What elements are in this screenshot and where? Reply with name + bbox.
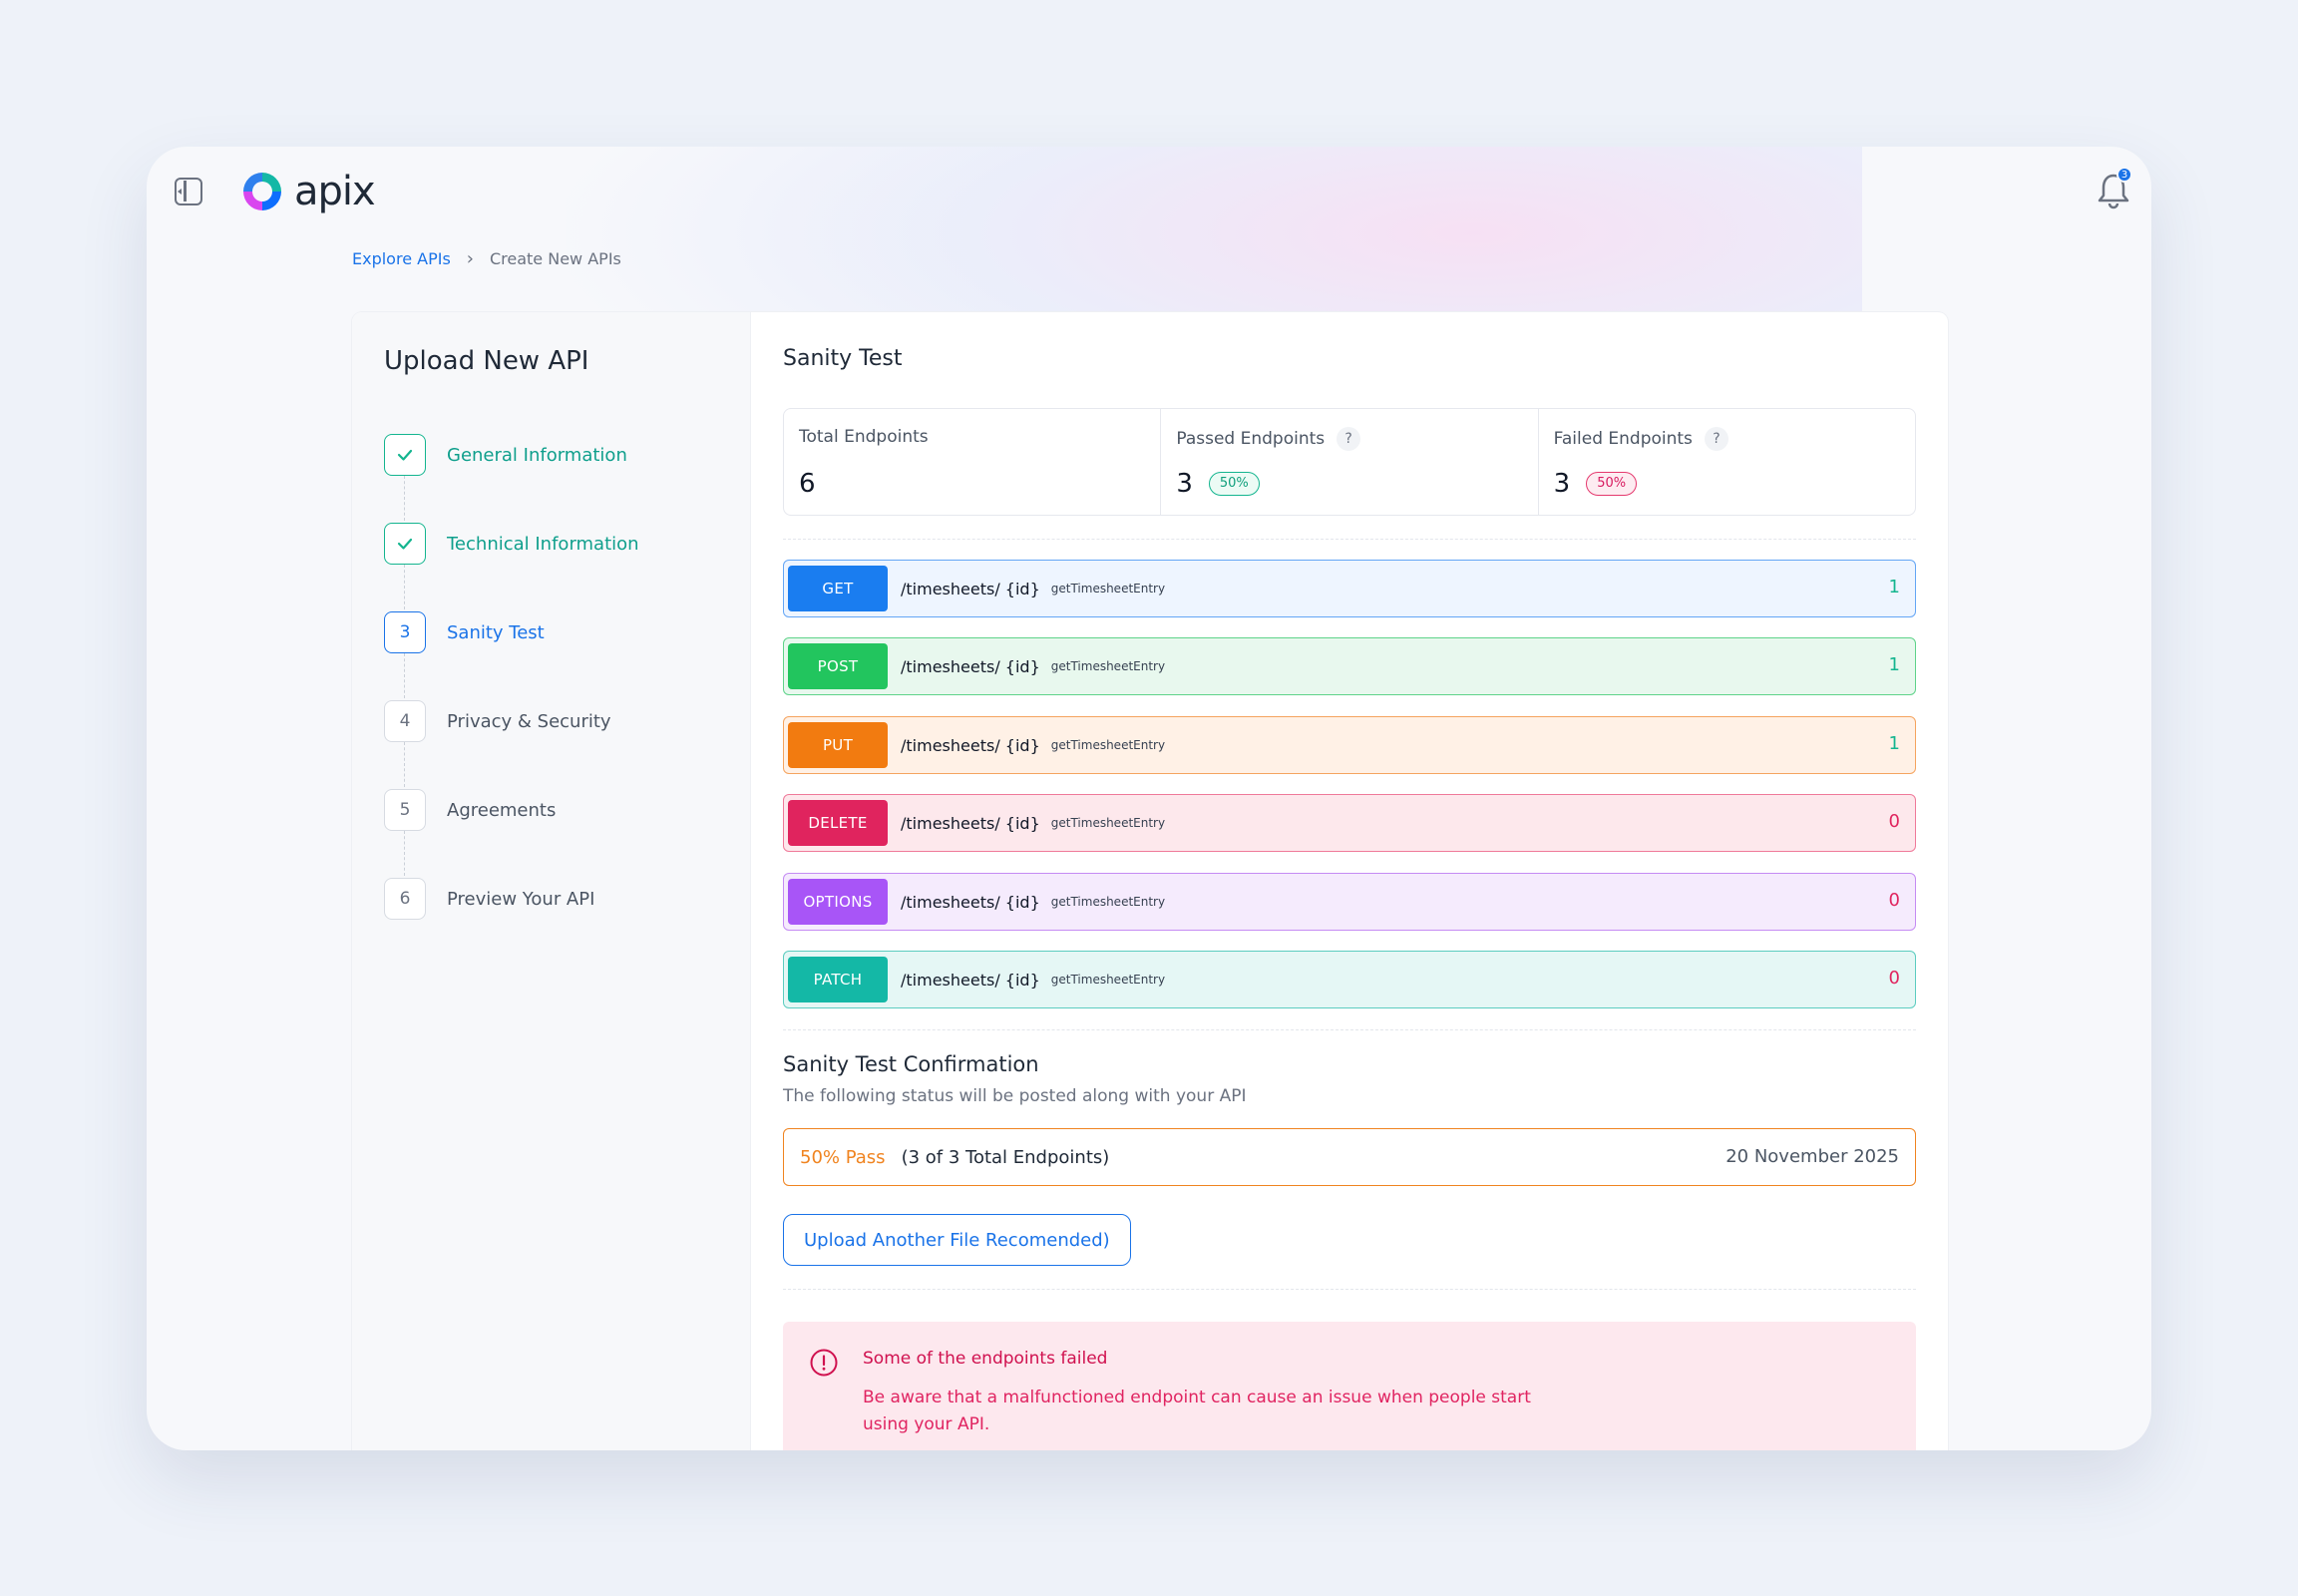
endpoint-row-get[interactable]: GET /timesheets/ {id} getTimesheetEntry … <box>783 560 1916 617</box>
stat-value: 6 <box>799 469 816 499</box>
method-badge: PUT <box>788 722 888 768</box>
wizard-card: Upload New API General Information <box>352 312 1948 1450</box>
breadcrumb-explore-apis[interactable]: Explore APIs <box>352 249 451 268</box>
status-date: 20 November 2025 <box>1725 1146 1899 1167</box>
step-number: 3 <box>384 611 426 653</box>
step-preview-your-api[interactable]: 6 Preview Your API <box>384 877 723 921</box>
stat-value: 3 <box>1553 469 1571 499</box>
endpoint-path: /timesheets/ {id} <box>901 735 1040 755</box>
alert-title: Some of the endpoints failed <box>863 1349 1108 1369</box>
step-label: Technical Information <box>447 533 639 555</box>
operation-id: getTimesheetEntry <box>1050 738 1166 752</box>
step-label: Preview Your API <box>447 888 595 910</box>
wizard-steps-panel: Upload New API General Information <box>352 312 751 1450</box>
alert-text: Be aware that a malfunctioned endpoint c… <box>863 1388 1531 1434</box>
method-badge: POST <box>788 643 888 689</box>
step-connector <box>404 653 405 698</box>
stat-label: Failed Endpoints <box>1553 429 1693 449</box>
endpoint-count: 0 <box>1888 968 1900 989</box>
stat-value: 3 <box>1176 469 1193 499</box>
operation-id: getTimesheetEntry <box>1050 582 1166 596</box>
step-general-information[interactable]: General Information <box>384 433 723 477</box>
logo-text: apix <box>294 169 376 214</box>
step-technical-information[interactable]: Technical Information <box>384 522 723 566</box>
breadcrumb-current: Create New APIs <box>489 249 621 268</box>
step-agreements[interactable]: 5 Agreements <box>384 788 723 832</box>
endpoint-path: /timesheets/ {id} <box>901 579 1040 598</box>
operation-id: getTimesheetEntry <box>1050 973 1166 987</box>
endpoint-row-put[interactable]: PUT /timesheets/ {id} getTimesheetEntry … <box>783 716 1916 774</box>
status-badge: 50% <box>1586 472 1638 496</box>
pass-detail: (3 of 3 Total Endpoints) <box>901 1146 1110 1168</box>
step-connector <box>404 476 405 521</box>
alert-circle-icon <box>810 1349 838 1377</box>
failure-alert: Some of the endpoints failed Be aware th… <box>783 1322 1916 1450</box>
divider <box>783 1029 1916 1030</box>
divider <box>783 539 1916 540</box>
stat-failed: Failed Endpoints ? 3 50% <box>1537 409 1915 515</box>
top-bar: apix 3 <box>147 147 2151 236</box>
step-connector <box>404 565 405 609</box>
chevron-right-icon: › <box>466 248 474 269</box>
endpoint-row-delete[interactable]: DELETE /timesheets/ {id} getTimesheetEnt… <box>783 794 1916 852</box>
method-badge: PATCH <box>788 957 888 1002</box>
method-badge: OPTIONS <box>788 879 888 925</box>
divider <box>783 1289 1916 1290</box>
endpoint-path: /timesheets/ {id} <box>901 970 1040 990</box>
notification-badge: 3 <box>2116 167 2132 183</box>
app-window: apix 3 Explore APIs › Create New APIs Up… <box>147 147 2151 1450</box>
stat-total: Total Endpoints 6 <box>784 409 1160 515</box>
logo[interactable]: apix <box>238 167 376 216</box>
confirmation-title: Sanity Test Confirmation <box>783 1052 1039 1076</box>
sidebar-toggle-icon[interactable] <box>175 178 202 205</box>
apix-logo-icon <box>243 173 281 210</box>
step-privacy-security[interactable]: 4 Privacy & Security <box>384 699 723 743</box>
operation-id: getTimesheetEntry <box>1050 816 1166 830</box>
endpoint-count: 0 <box>1888 811 1900 832</box>
endpoint-row-options[interactable]: OPTIONS /timesheets/ {id} getTimesheetEn… <box>783 873 1916 931</box>
endpoint-row-patch[interactable]: PATCH /timesheets/ {id} getTimesheetEntr… <box>783 951 1916 1008</box>
operation-id: getTimesheetEntry <box>1050 659 1166 673</box>
section-title: Sanity Test <box>783 346 903 371</box>
operation-id: getTimesheetEntry <box>1050 895 1166 909</box>
stat-label: Total Endpoints <box>799 427 929 447</box>
method-badge: GET <box>788 566 888 611</box>
question-icon[interactable]: ? <box>1337 427 1361 451</box>
step-number: 5 <box>384 789 426 831</box>
method-badge: DELETE <box>788 800 888 846</box>
check-icon <box>384 523 426 565</box>
endpoint-count: 0 <box>1888 890 1900 911</box>
endpoint-count: 1 <box>1888 733 1900 754</box>
endpoint-count: 1 <box>1888 577 1900 598</box>
step-sanity-test[interactable]: 3 Sanity Test <box>384 610 723 654</box>
step-label: Privacy & Security <box>447 710 611 732</box>
endpoint-path: /timesheets/ {id} <box>901 813 1040 833</box>
step-number: 6 <box>384 878 426 920</box>
endpoint-row-post[interactable]: POST /timesheets/ {id} getTimesheetEntry… <box>783 637 1916 695</box>
step-label: Agreements <box>447 799 557 821</box>
stat-passed: Passed Endpoints ? 3 50% <box>1160 409 1537 515</box>
endpoint-count: 1 <box>1888 654 1900 675</box>
endpoint-stats: Total Endpoints 6 Passed Endpoints ? 3 5… <box>783 408 1916 516</box>
upload-another-file-button[interactable]: Upload Another File Recomended) <box>783 1214 1131 1266</box>
step-connector <box>404 831 405 876</box>
stat-label: Passed Endpoints <box>1176 429 1326 449</box>
step-label: General Information <box>447 444 627 466</box>
step-number: 4 <box>384 700 426 742</box>
page-title: Upload New API <box>384 346 589 376</box>
step-label: Sanity Test <box>447 621 545 643</box>
question-icon[interactable]: ? <box>1704 427 1728 451</box>
step-connector <box>404 742 405 787</box>
status-badge: 50% <box>1208 472 1260 496</box>
check-icon <box>384 434 426 476</box>
confirmation-subtitle: The following status will be posted alon… <box>783 1086 1247 1106</box>
breadcrumb: Explore APIs › Create New APIs <box>352 248 621 269</box>
pass-rate: 50% Pass <box>800 1146 886 1168</box>
endpoint-path: /timesheets/ {id} <box>901 656 1040 676</box>
sanity-status-box: 50% Pass (3 of 3 Total Endpoints) 20 Nov… <box>783 1128 1916 1186</box>
endpoint-path: /timesheets/ {id} <box>901 892 1040 912</box>
